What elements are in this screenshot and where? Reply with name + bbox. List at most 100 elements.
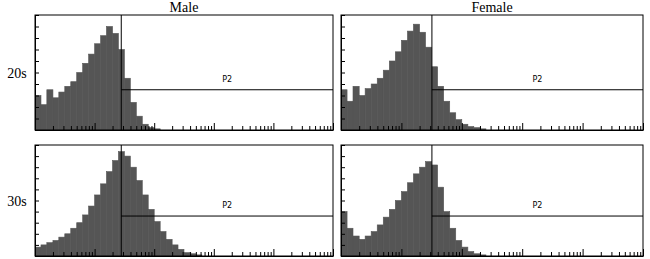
histogram-bar [113,33,119,130]
tick-mark [551,252,552,256]
x-tick [71,126,72,130]
x-tick [63,252,64,256]
histogram-bar [371,84,377,130]
tick-mark [634,126,635,130]
histogram-bar [365,89,371,130]
x-tick [399,252,400,256]
x-tick [214,123,215,130]
tick-mark [35,73,39,74]
tick-mark [448,126,449,130]
x-tick [611,252,612,256]
x-tick [320,252,321,256]
y-tick [35,73,39,74]
row-label: 30s [7,194,26,209]
y-tick [341,223,345,224]
histogram-bar [59,237,65,256]
tick-mark [392,252,393,256]
tick-mark [341,223,345,224]
x-tick [136,252,137,256]
x-tick [448,126,449,130]
tick-mark [522,123,523,130]
tick-mark [330,126,331,130]
x-tick [302,252,303,256]
tick-mark [341,130,345,131]
tick-mark [211,252,212,256]
x-tick [396,252,397,256]
histogram-bar [450,113,456,130]
tick-mark [341,201,345,202]
histogram-bar [413,24,419,130]
tick-mark [619,126,620,130]
x-tick [401,249,402,256]
histogram-bar [71,82,77,130]
histogram-bar [89,206,95,256]
x-tick [148,126,149,130]
tick-mark [53,252,54,256]
tick-mark [459,252,460,256]
tick-mark [123,252,124,256]
tick-mark [509,126,510,130]
tick-mark [273,123,274,130]
tick-mark [130,252,131,256]
tick-mark [341,245,345,246]
x-tick [273,123,274,130]
x-tick [148,252,149,256]
histogram-bar [95,195,101,256]
x-tick [154,249,155,256]
histogram-bar [47,243,53,256]
tick-mark [601,252,602,256]
y-tick [341,234,345,235]
x-tick [577,126,578,130]
tick-mark [302,126,303,130]
background [0,0,650,259]
x-tick [151,252,152,256]
tick-mark [264,126,265,130]
tick-mark [324,126,325,130]
x-tick [438,126,439,130]
tick-mark [583,249,584,256]
x-tick [113,252,114,256]
x-tick [504,252,505,256]
x-tick [540,126,541,130]
tick-mark [271,252,272,256]
tick-mark [85,252,86,256]
x-tick [214,249,215,256]
tick-mark [383,252,384,256]
tick-mark [462,123,463,130]
x-tick [559,126,560,130]
y-tick [341,84,345,85]
x-tick [63,126,64,130]
tick-mark [35,201,39,202]
tick-mark [341,167,345,168]
x-tick [271,252,272,256]
tick-mark [53,126,54,130]
x-tick [264,252,265,256]
tick-mark [619,252,620,256]
x-tick [522,249,523,256]
y-tick [341,256,345,257]
tick-mark [438,126,439,130]
y-tick [341,61,345,62]
tick-mark [214,123,215,130]
tick-mark [341,107,345,108]
tick-mark [214,249,215,256]
tick-mark [399,252,400,256]
tick-mark [302,252,303,256]
tick-mark [630,252,631,256]
x-tick [634,126,635,130]
histogram-bar [462,247,468,256]
tick-mark [580,252,581,256]
tick-mark [77,252,78,256]
x-tick [430,126,431,130]
histogram-bar [53,240,59,256]
tick-mark [341,84,345,85]
tick-mark [643,249,644,256]
tick-mark [35,84,39,85]
x-tick [462,123,463,130]
x-tick [513,126,514,130]
tick-mark [141,252,142,256]
histogram-bar [53,98,59,130]
tick-mark [459,126,460,130]
x-tick [145,252,146,256]
tick-mark [456,252,457,256]
